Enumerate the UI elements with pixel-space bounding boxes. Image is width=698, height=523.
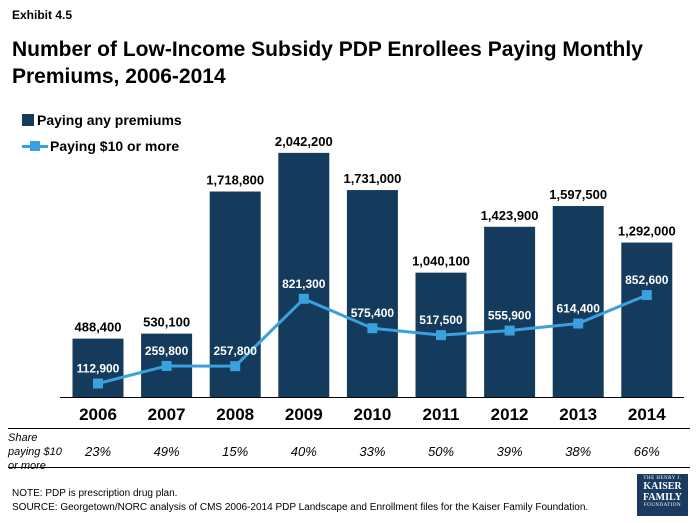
bar-2009 <box>278 152 330 397</box>
bar-label-2006: 488,400 <box>75 320 122 335</box>
kff-logo: THE HENRY J. KAISER FAMILY FOUNDATION <box>637 474 688 516</box>
bar-label-2009: 2,042,200 <box>275 134 333 149</box>
source-text: SOURCE: Georgetown/NORC analysis of CMS … <box>12 502 589 513</box>
line-label-2009: 821,300 <box>282 277 326 291</box>
x-tick-2006: 2006 <box>79 405 117 424</box>
share-row-label-text: Share paying $10 or more <box>8 432 62 472</box>
exhibit-label: Exhibit 4.5 <box>12 8 73 22</box>
note-text: NOTE: PDP is prescription drug plan. <box>12 488 178 499</box>
x-tick-2012: 2012 <box>491 405 529 424</box>
share-row-label: Share paying $10 or more <box>8 431 68 473</box>
bar-label-2014: 1,292,000 <box>618 224 676 239</box>
footnotes: NOTE: PDP is prescription drug plan. SOU… <box>12 487 588 515</box>
share-value-2010: 33% <box>359 444 386 459</box>
line-point-2008 <box>230 361 241 372</box>
share-value-2014: 66% <box>633 444 660 459</box>
line-point-2013 <box>573 318 584 329</box>
line-point-2006 <box>93 378 103 389</box>
line-label-2013: 614,400 <box>557 302 601 316</box>
share-value-2013: 38% <box>565 444 592 459</box>
legend-item-bars: Paying any premiums <box>22 107 182 133</box>
logo-line-1: THE HENRY J. <box>643 476 682 481</box>
legend-swatch-line <box>22 140 48 152</box>
x-tick-2014: 2014 <box>628 405 666 424</box>
chart-title: Number of Low-Income Subsidy PDP Enrolle… <box>12 38 643 88</box>
bar-label-2007: 530,100 <box>143 315 190 330</box>
x-tick-2010: 2010 <box>353 405 391 424</box>
x-tick-2008: 2008 <box>216 405 254 424</box>
bar-2010 <box>346 190 398 397</box>
bar-label-2010: 1,731,000 <box>343 171 401 186</box>
bar-label-2008: 1,718,800 <box>206 173 264 188</box>
x-tick-2013: 2013 <box>559 405 597 424</box>
line-point-2012 <box>504 325 515 336</box>
logo-line-3: FAMILY <box>643 492 682 503</box>
share-value-2008: 15% <box>222 444 249 459</box>
line-point-2010 <box>367 323 378 334</box>
x-tick-2007: 2007 <box>148 405 186 424</box>
bar-label-2013: 1,597,500 <box>549 187 607 202</box>
legend-label-bars: Paying any premiums <box>37 112 182 128</box>
legend-swatch-bar <box>22 114 34 126</box>
logo-line-4: FOUNDATION <box>643 503 682 508</box>
bar-2012 <box>484 226 536 397</box>
line-point-2007 <box>161 360 172 371</box>
x-tick-2009: 2009 <box>285 405 323 424</box>
line-label-2010: 575,400 <box>351 306 395 320</box>
share-value-2006: 23% <box>84 444 112 459</box>
line-label-2011: 517,500 <box>419 313 463 327</box>
bar-label-2011: 1,040,100 <box>412 254 470 269</box>
share-value-2007: 49% <box>153 444 180 459</box>
share-value-2012: 39% <box>496 444 523 459</box>
x-tick-2011: 2011 <box>423 405 460 424</box>
legend: Paying any premiums Paying $10 or more <box>22 107 182 159</box>
line-label-2007: 259,800 <box>145 344 189 358</box>
line-label-2008: 257,800 <box>214 344 258 358</box>
legend-item-line: Paying $10 or more <box>22 133 182 159</box>
logo-line-2: KAISER <box>643 481 682 492</box>
line-point-2009 <box>298 293 309 304</box>
line-label-2014: 852,600 <box>625 273 669 287</box>
bar-2014 <box>621 242 673 397</box>
bar-2013 <box>552 206 604 397</box>
share-value-2009: 40% <box>290 444 317 459</box>
share-value-2011: 50% <box>427 444 455 459</box>
line-point-2011 <box>436 330 446 341</box>
bar-label-2012: 1,423,900 <box>481 208 539 223</box>
line-label-2012: 555,900 <box>488 309 532 323</box>
line-point-2014 <box>641 290 652 301</box>
legend-label-line: Paying $10 or more <box>50 138 180 154</box>
line-label-2006: 112,900 <box>77 362 120 376</box>
